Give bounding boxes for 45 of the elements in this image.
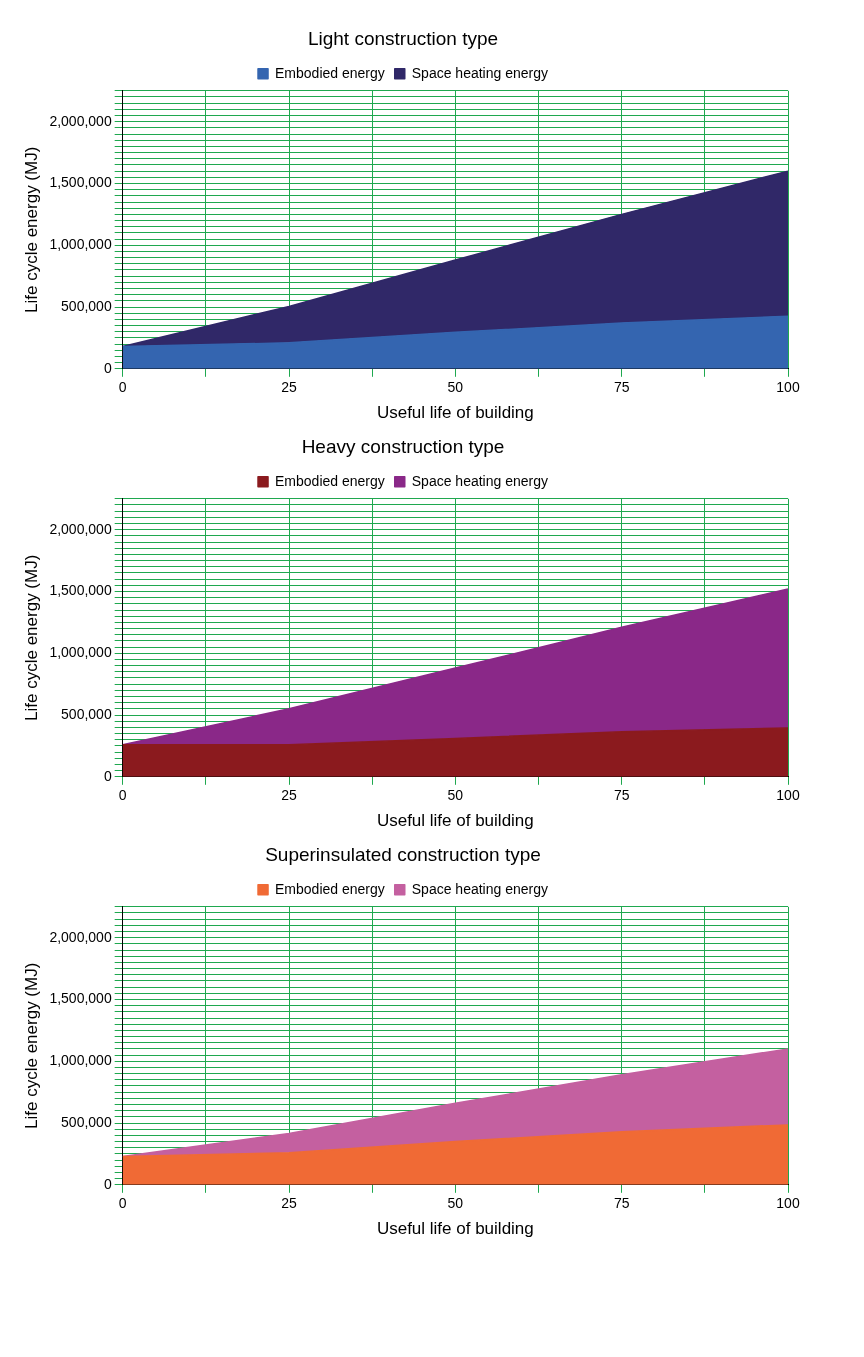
- y-tick-label: 2,000,000: [49, 520, 112, 537]
- x-tick-label: 25: [281, 379, 298, 396]
- x-axis-title: Useful life of building: [376, 1219, 534, 1239]
- y-tick-label: 500,000: [61, 297, 112, 314]
- y-tick-label: 0: [103, 767, 112, 784]
- x-axis-title: Useful life of building: [376, 403, 534, 423]
- x-tick-label: 50: [447, 1195, 464, 1212]
- x-tick-label: 0: [118, 787, 127, 804]
- legend-label: Embodied energy: [275, 880, 385, 897]
- x-axis-title: Useful life of building: [376, 811, 534, 831]
- y-axis-title: Life cycle energy (MJ): [21, 146, 41, 313]
- x-tick-label: 50: [447, 787, 464, 804]
- x-tick-label: 100: [776, 787, 800, 804]
- x-tick-label: 50: [447, 379, 464, 396]
- y-tick-label: 1,000,000: [49, 236, 112, 253]
- x-tick-label: 100: [776, 379, 800, 396]
- x-tick-label: 25: [281, 787, 298, 804]
- x-tick-label: 75: [613, 379, 630, 396]
- y-tick-label: 1,500,000: [49, 174, 112, 191]
- x-tick-label: 25: [281, 1195, 298, 1212]
- x-tick-label: 0: [118, 379, 127, 396]
- y-tick-label: 1,000,000: [49, 1052, 112, 1069]
- chart-title: Light construction type: [307, 27, 499, 49]
- y-tick-label: 500,000: [61, 705, 112, 722]
- chart-title: Heavy construction type: [301, 435, 505, 457]
- x-tick-label: 100: [776, 1195, 800, 1212]
- legend-label: Space heating energy: [411, 880, 548, 897]
- y-tick-label: 1,500,000: [49, 990, 112, 1007]
- legend-label: Embodied energy: [275, 64, 385, 81]
- legend-label: Space heating energy: [411, 472, 548, 489]
- y-tick-label: 0: [103, 1175, 112, 1192]
- y-axis-title: Life cycle energy (MJ): [21, 554, 41, 721]
- y-tick-label: 1,000,000: [49, 644, 112, 661]
- y-tick-label: 500,000: [61, 1113, 112, 1130]
- x-tick-label: 75: [613, 787, 630, 804]
- y-tick-label: 2,000,000: [49, 112, 112, 129]
- chart-title: Superinsulated construction type: [265, 843, 541, 865]
- y-axis-title: Life cycle energy (MJ): [21, 962, 41, 1129]
- legend-label: Space heating energy: [411, 64, 548, 81]
- y-tick-label: 2,000,000: [49, 928, 112, 945]
- y-tick-label: 1,500,000: [49, 582, 112, 599]
- y-tick-label: 0: [103, 359, 112, 376]
- legend-label: Embodied energy: [275, 472, 385, 489]
- x-tick-label: 0: [118, 1195, 127, 1212]
- x-tick-label: 75: [613, 1195, 630, 1212]
